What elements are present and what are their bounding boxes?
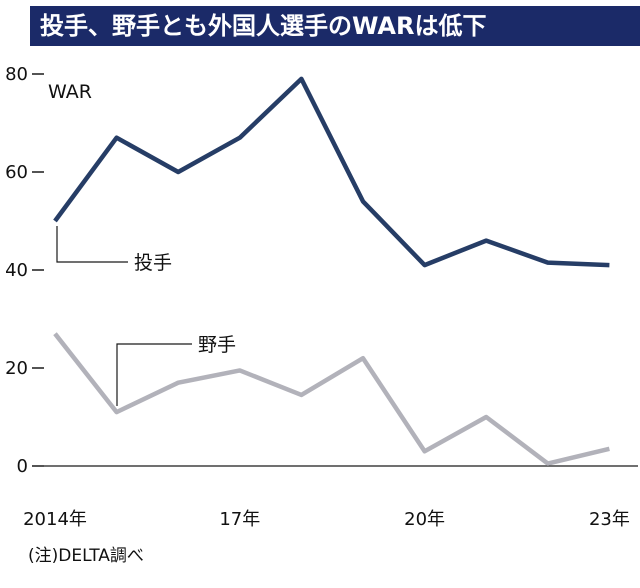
x-axis-tick-label: 17年 [219,509,260,530]
y-axis-unit-label: WAR [48,81,92,103]
y-axis-tick-label: 60 [5,162,28,183]
series-line-fielders [53,332,610,466]
y-axis-tick-label: 80 [5,64,28,85]
annotation-label-pitchers: 投手 [134,252,172,274]
annotation-connector-fielders [116,343,192,406]
source-note: (注)DELTA調べ [28,546,144,566]
annotation-label-fielders: 野手 [198,334,236,356]
y-axis-tick-label: 40 [5,260,28,281]
x-axis-tick-label: 2014年 [23,509,87,530]
y-axis-tick-label: 0 [17,456,28,477]
series-line-pitchers [53,76,610,268]
y-axis-tick-label: 20 [5,358,28,379]
chart-area: 0 20 40 60 80 WAR 2014年 17年 20年 23年 投手野手 [0,50,640,539]
chart-title-bar: 投手、野手とも外国人選手のWARは低下 [30,6,640,46]
x-axis-tick-label: 20年 [404,509,445,530]
annotation-connector-pitchers [56,226,128,263]
x-axis-tick-label: 23年 [589,509,630,530]
